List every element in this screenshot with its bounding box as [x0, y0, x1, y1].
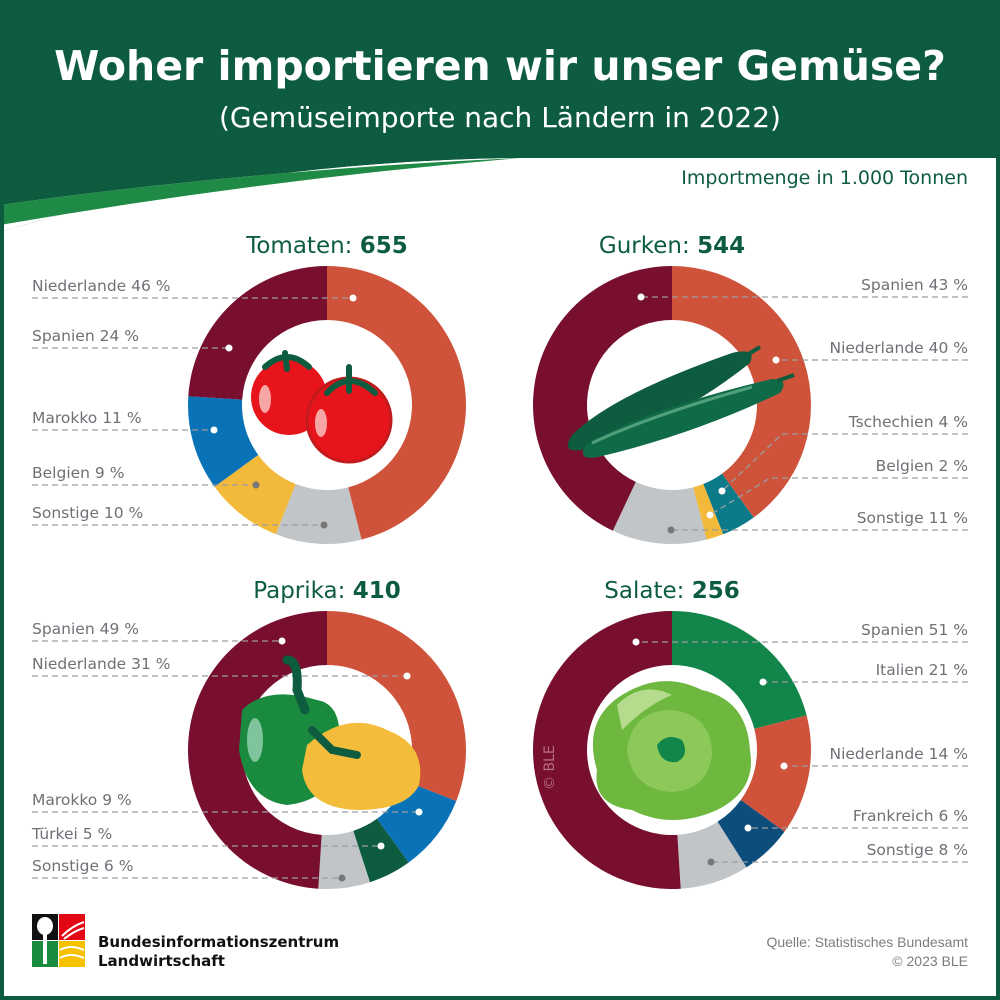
- slice-niederlande: [327, 611, 466, 802]
- leader-dot: [377, 842, 385, 850]
- slice-label: Sonstige 8 %: [867, 841, 968, 859]
- chart-title: Paprika: 410: [253, 578, 400, 604]
- chart-category: Salate:: [604, 578, 691, 604]
- slice-niederlande: [327, 266, 466, 540]
- org-name-line1: Bundesinformationszentrum: [98, 933, 339, 951]
- slice-label: Frankreich 6 %: [853, 807, 968, 825]
- leader-dot: [210, 426, 218, 434]
- slice-spanien: [533, 266, 672, 531]
- donut-chart-salate: Italien 21 % Niederlande 14 % Frankreich 6…: [532, 578, 969, 890]
- leader-dot: [252, 481, 260, 489]
- chart-title: Salate: 256: [604, 578, 739, 604]
- leader-line: [721, 433, 968, 492]
- donut-chart-gurken: Niederlande 40 % Tschechien 4 % Belgien 2 …: [533, 233, 968, 544]
- slice-spanien: [532, 611, 681, 890]
- leader-dot: [637, 293, 645, 301]
- slice-sonstige: [612, 481, 707, 544]
- slice-marokko: [188, 396, 259, 487]
- leader-dot: [780, 762, 788, 770]
- slice-italien: [672, 611, 807, 729]
- slice-label: Türkei 5 %: [31, 825, 112, 843]
- leader-dot: [759, 678, 767, 686]
- slice-label: Belgien 9 %: [32, 464, 124, 482]
- source-note: Quelle: Statistisches Bundesamt: [766, 934, 968, 950]
- slice-frankreich: [717, 799, 785, 868]
- slice-label: Niederlande 31 %: [32, 655, 171, 673]
- leader-dot: [744, 824, 752, 832]
- slice-label: Niederlande 46 %: [32, 277, 171, 295]
- chart-category: Paprika:: [253, 578, 352, 604]
- page-title: Woher importieren wir unser Gemüse?: [54, 42, 946, 90]
- slice-sonstige: [677, 821, 747, 889]
- chart-title: Tomaten: 655: [245, 233, 408, 259]
- chart-title: Gurken: 544: [599, 233, 745, 259]
- slice-belgien: [214, 454, 296, 535]
- leader-dot: [338, 874, 346, 882]
- bell-pepper-icon: [239, 655, 421, 810]
- slice-label: Spanien 24 %: [32, 327, 139, 345]
- slice-belgien: [693, 484, 724, 540]
- chart-category: Gurken:: [599, 233, 697, 259]
- chart-total: 544: [697, 233, 745, 259]
- slice-tschechien: [703, 473, 754, 535]
- slice-label: Sonstige 10 %: [32, 504, 143, 522]
- leader-dot: [718, 487, 726, 495]
- slice-niederlande: [672, 266, 811, 518]
- chart-total: 410: [353, 578, 401, 604]
- slice-label: Belgien 2 %: [876, 457, 968, 475]
- org-name-line2: Landwirtschaft: [98, 952, 225, 970]
- slice-label: Spanien 51 %: [861, 621, 968, 639]
- slice-label: Spanien 43 %: [861, 276, 968, 294]
- leader-dot: [707, 858, 715, 866]
- slice-label: Niederlande 40 %: [830, 339, 969, 357]
- leader-dot: [667, 526, 675, 534]
- chart-category: Tomaten:: [245, 233, 360, 259]
- tomato-icon: [251, 350, 393, 464]
- leader-dot: [403, 672, 411, 680]
- ble-logo: [32, 914, 85, 967]
- lettuce-icon: [592, 681, 752, 820]
- slice-spanien: [188, 266, 327, 400]
- unit-note: Importmenge in 1.000 Tonnen: [681, 167, 968, 189]
- page-subtitle: (Gemüseimporte nach Ländern in 2022): [219, 101, 781, 134]
- slice-label: Niederlande 14 %: [830, 745, 969, 763]
- slice-label: Spanien 49 %: [32, 620, 139, 638]
- chart-total: 655: [360, 233, 408, 259]
- chart-total: 256: [692, 578, 740, 604]
- leader-dot: [706, 511, 714, 519]
- leader-dot: [415, 808, 423, 816]
- leader-dot: [225, 344, 233, 352]
- footer: Bundesinformationszentrum Landwirtschaft…: [32, 914, 968, 970]
- slice-label: Italien 21 %: [876, 661, 968, 679]
- slice-label: Sonstige 6 %: [32, 857, 133, 875]
- slice-spanien: [188, 611, 327, 889]
- slice-label: Tschechien 4 %: [848, 413, 968, 431]
- leader-dot: [278, 637, 286, 645]
- leader-dot: [349, 294, 357, 302]
- cucumber-icon: [567, 345, 795, 458]
- donut-chart-tomaten: Niederlande 46 % Sonstige 10 % Belgien 9 %…: [32, 233, 466, 544]
- slice-label: Marokko 9 %: [32, 791, 132, 809]
- leader-dot: [320, 521, 328, 529]
- slice-türkei: [353, 818, 409, 883]
- slice-label: Sonstige 11 %: [857, 509, 968, 527]
- copyright-note: © 2023 BLE: [892, 953, 968, 969]
- header-banner: [0, 0, 1000, 232]
- watermark: © BLE: [542, 745, 558, 790]
- slice-label: Marokko 11 %: [32, 409, 142, 427]
- donut-chart-paprika: Niederlande 31 % Marokko 9 % Türkei 5 % Son…: [31, 578, 466, 889]
- slice-niederlande: [740, 715, 811, 832]
- leader-dot: [772, 356, 780, 364]
- leader-line: [709, 477, 968, 516]
- slice-sonstige: [275, 484, 362, 544]
- leader-dot: [632, 638, 640, 646]
